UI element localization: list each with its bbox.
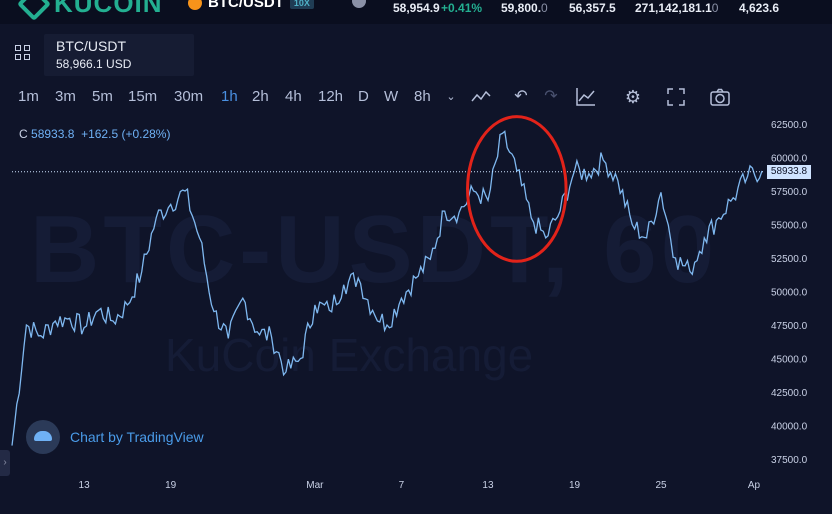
top-header: KUCOIN BTC/USDT 10X 58,954.9 +0.41% 59,8… [0, 0, 832, 24]
y-tick-label: 62500.0 [771, 120, 808, 131]
y-tick-label: 45000.0 [771, 355, 808, 366]
brand-logo[interactable]: KUCOIN [17, 0, 163, 21]
highlight-ellipse [466, 115, 568, 263]
timeframe-15m[interactable]: 15m [128, 88, 158, 105]
layout-grid-icon[interactable] [15, 45, 31, 61]
chevron-down-icon[interactable]: ⌄ [446, 91, 456, 103]
last-price: 58,954.9 [393, 1, 440, 15]
x-tick-label: Ap [748, 480, 761, 491]
y-tick-label: 40000.0 [771, 422, 808, 433]
tradingview-credit[interactable]: Chart by TradingView [26, 420, 204, 454]
x-tick-label: 25 [655, 480, 667, 491]
credit-text: Chart by TradingView [70, 429, 204, 445]
symbol-price: 58,966.1 USD [56, 57, 132, 71]
volume-24h: 271,142,181.10 [635, 1, 719, 15]
pair-name: BTC/USDT [208, 0, 284, 11]
chart-watermark: BTC-USDT, 60 [30, 196, 719, 303]
chart-toolbar: 1m 3m 5m 15m 30m 1h 2h 4h 12h D W 8h ⌄ ↶… [18, 86, 758, 108]
last-price-label: 58933.8 [767, 165, 811, 179]
gear-icon[interactable]: ⚙ [624, 87, 642, 107]
y-tick-label: 55000.0 [771, 221, 808, 232]
symbol-name: BTC/USDT [56, 38, 126, 54]
timeframe-30m[interactable]: 30m [174, 88, 204, 105]
low-24h: 56,357.5 [569, 1, 616, 15]
legend-change: +162.5 (+0.28%) [81, 127, 171, 141]
timeframe-2h[interactable]: 2h [252, 88, 269, 105]
tradingview-logo-icon [26, 420, 60, 454]
price-line-series [11, 130, 763, 446]
x-tick-label: 19 [569, 480, 581, 491]
legend-close: 58933.8 [31, 127, 75, 141]
leverage-badge: 10X [289, 0, 314, 9]
timeframe-1m[interactable]: 1m [18, 88, 39, 105]
expand-handle-icon[interactable]: › [0, 450, 10, 476]
y-tick-label: 37500.0 [771, 455, 808, 466]
timeframe-8h[interactable]: 8h [414, 88, 431, 105]
chart-watermark-exchange: KuCoin Exchange [165, 329, 534, 381]
timeframe-1h[interactable]: 1h [221, 88, 238, 105]
undo-icon[interactable]: ↶ [514, 88, 528, 105]
price-chart[interactable]: 62500.0 60000.0 57500.0 55000.0 52500.0 50000… [0, 112, 832, 514]
x-tick-label: 19 [165, 480, 177, 491]
camera-icon[interactable] [709, 86, 731, 108]
y-tick-label: 52500.0 [771, 254, 808, 265]
pair-selector[interactable]: BTC/USDT 10X [188, 0, 314, 11]
price-change: +0.41% [441, 1, 483, 15]
x-tick-label: 13 [482, 480, 494, 491]
legend-label: C [19, 127, 28, 141]
redo-icon: ↷ [544, 88, 558, 105]
timeframe-4h[interactable]: 4h [285, 88, 302, 105]
brand-name: KUCOIN [54, 0, 163, 18]
y-tick-label: 47500.0 [771, 321, 808, 332]
y-tick-label: 50000.0 [771, 288, 808, 299]
turnover-24h: 4,623.6 [739, 1, 780, 15]
x-tick-label: 7 [399, 480, 405, 491]
fullscreen-icon[interactable] [665, 86, 687, 108]
timeframe-w[interactable]: W [384, 88, 399, 105]
timeframe-12h[interactable]: 12h [318, 88, 344, 105]
bitcoin-icon [188, 0, 202, 10]
timeframe-3m[interactable]: 3m [55, 88, 76, 105]
line-style-icon[interactable] [470, 86, 492, 108]
price-axis: 62500.0 60000.0 57500.0 55000.0 52500.0 50000… [771, 120, 808, 466]
info-icon[interactable] [352, 0, 366, 8]
x-tick-label: Mar [306, 480, 324, 491]
timeframe-5m[interactable]: 5m [92, 88, 113, 105]
y-tick-label: 42500.0 [771, 388, 808, 399]
indicators-icon[interactable] [575, 86, 597, 108]
y-tick-label: 60000.0 [771, 154, 808, 165]
timeframe-d[interactable]: D [358, 88, 369, 105]
high-24h: 59,800.0 [501, 1, 548, 15]
y-tick-label: 57500.0 [771, 187, 808, 198]
chart-legend: C 58933.8 +162.5 (+0.28%) [19, 127, 170, 141]
kucoin-logo-icon [17, 0, 51, 21]
symbol-info[interactable]: BTC/USDT 58,966.1 USD [44, 34, 194, 76]
time-axis: 13 19 Mar 7 13 19 25 Ap [79, 480, 761, 491]
x-tick-label: 13 [79, 480, 91, 491]
